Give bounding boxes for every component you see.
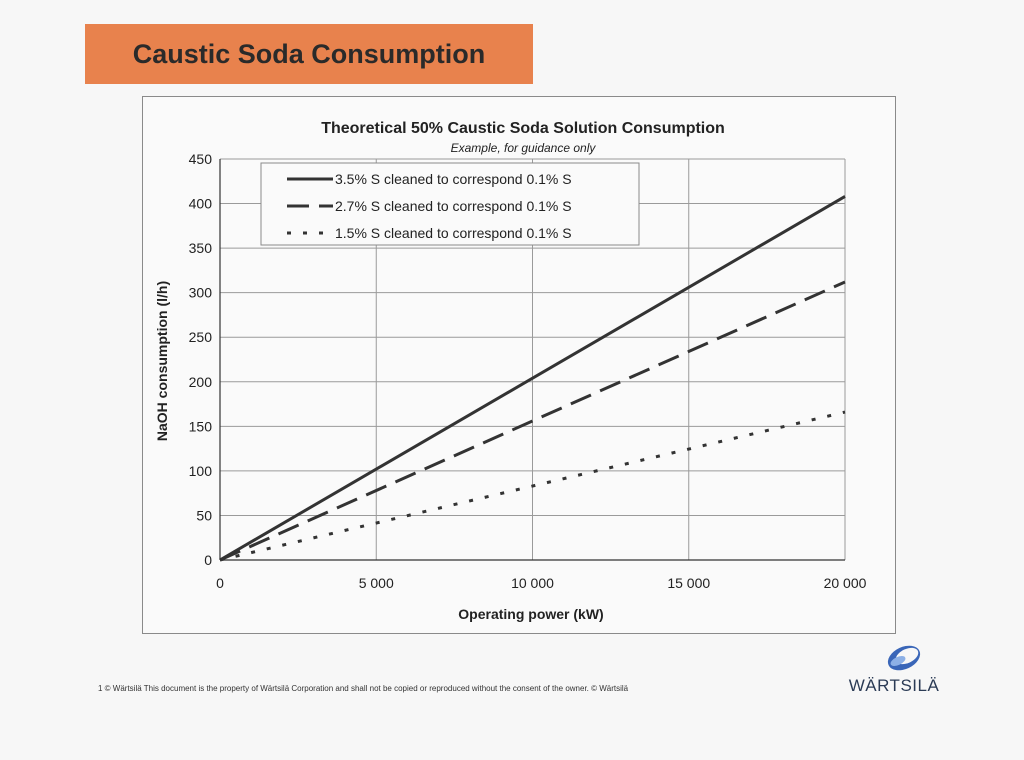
series-line-dotted bbox=[219, 410, 846, 562]
brand-logo: WÄRTSILÄ bbox=[846, 638, 942, 698]
y-tick-label: 300 bbox=[189, 285, 213, 301]
y-tick-label: 400 bbox=[189, 196, 213, 212]
y-tick-label: 250 bbox=[189, 329, 213, 345]
y-tick-label: 0 bbox=[204, 552, 212, 568]
legend-box bbox=[260, 162, 640, 246]
axes bbox=[219, 159, 845, 561]
legend: 3.5% S cleaned to correspond 0.1% S 2.7% … bbox=[260, 162, 640, 246]
y-tick-label: 50 bbox=[196, 507, 212, 523]
x-axis-label: Operating power (kW) bbox=[458, 606, 603, 622]
legend-entry: 2.7% S cleaned to correspond 0.1% S bbox=[335, 198, 572, 214]
tick-labels: 0 50 100 150 200 250 300 350 400 450 0 5 000 10 000 1… bbox=[189, 151, 867, 591]
y-tick-label: 200 bbox=[189, 374, 213, 390]
chart-title: Theoretical 50% Caustic Soda Solution Co… bbox=[321, 120, 725, 137]
y-tick-label: 100 bbox=[189, 463, 213, 479]
chart-frame: Theoretical 50% Caustic Soda Solution Co… bbox=[142, 96, 896, 634]
chart-subtitle: Example, for guidance only bbox=[451, 141, 597, 155]
series-lines bbox=[219, 195, 846, 562]
banner-title: Caustic Soda Consumption bbox=[132, 38, 486, 69]
legend-entry: 1.5% S cleaned to correspond 0.1% S bbox=[335, 225, 572, 241]
legend-entry: 3.5% S cleaned to correspond 0.1% S bbox=[335, 171, 572, 187]
y-tick-label: 350 bbox=[189, 240, 213, 256]
x-tick-label: 15 000 bbox=[667, 575, 710, 591]
line-chart: Theoretical 50% Caustic Soda Solution Co… bbox=[154, 120, 867, 622]
series-line-dashed bbox=[219, 280, 846, 562]
x-tick-label: 10 000 bbox=[511, 575, 554, 591]
x-tick-label: 0 bbox=[216, 575, 224, 591]
x-tick-label: 20 000 bbox=[824, 575, 867, 591]
y-tick-label: 150 bbox=[189, 418, 213, 434]
page-banner: Caustic Soda Consumption bbox=[85, 24, 533, 84]
y-tick-label: 450 bbox=[189, 151, 213, 167]
footer-note: 1 © Wärtsilä This document is the proper… bbox=[98, 684, 629, 693]
series-line-solid bbox=[219, 195, 846, 562]
brand-name: WÄRTSILÄ bbox=[848, 676, 940, 695]
y-axis-label: NaOH consumption (l/h) bbox=[154, 281, 170, 441]
brand-swirl-icon bbox=[887, 645, 921, 671]
x-tick-label: 5 000 bbox=[359, 575, 394, 591]
